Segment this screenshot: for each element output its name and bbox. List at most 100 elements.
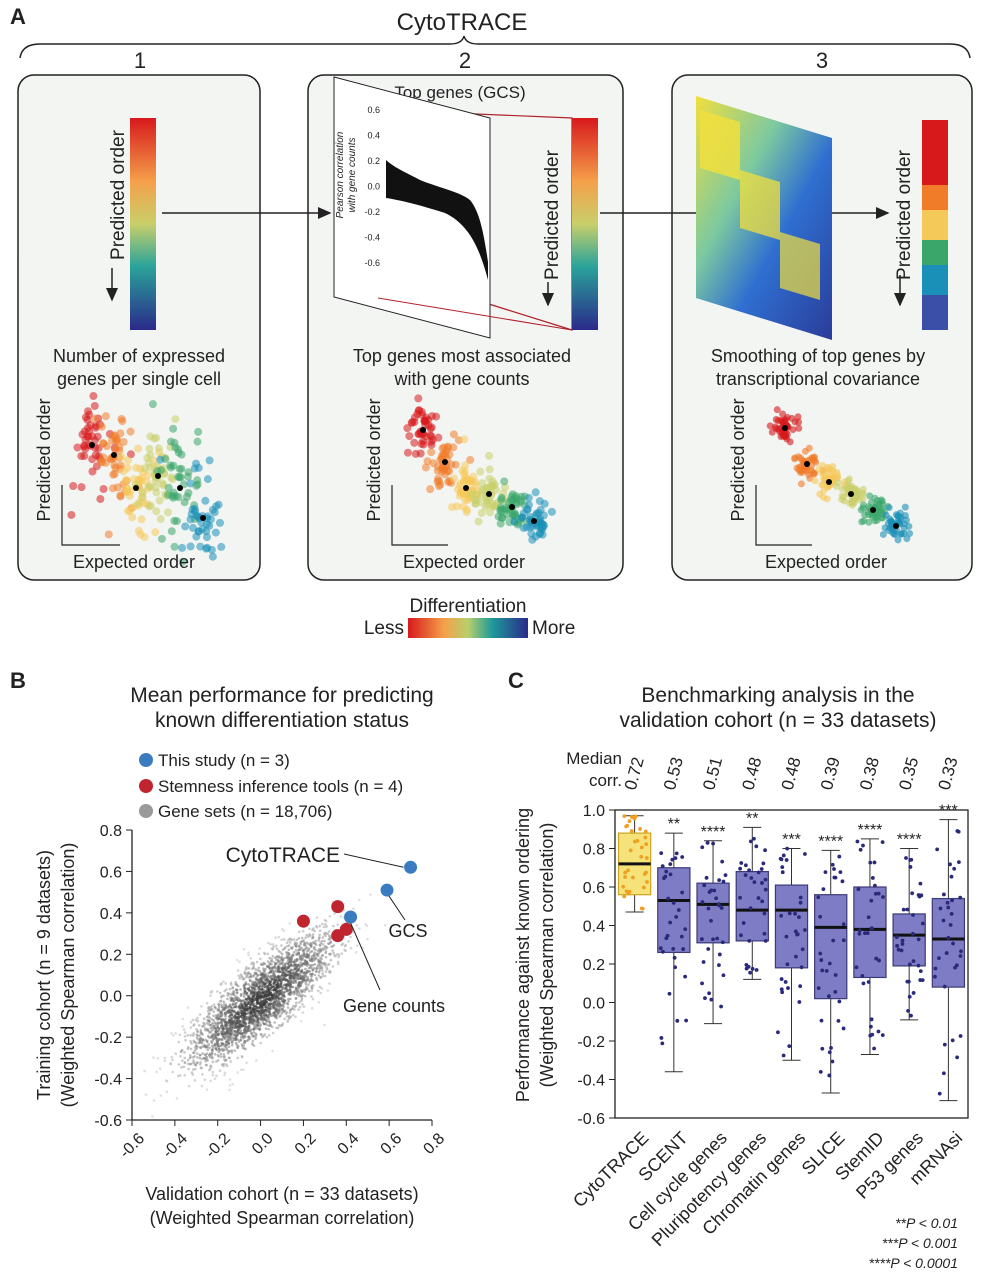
gene-set-point (220, 1032, 224, 1036)
gene-set-point (268, 980, 272, 984)
gene-set-point (212, 1014, 215, 1018)
gene-set-point (228, 987, 232, 991)
gene-set-point (211, 1021, 214, 1025)
cell-dot (148, 400, 157, 409)
dataset-point (748, 970, 753, 975)
dataset-point (818, 1069, 823, 1074)
gene-set-point (256, 1012, 260, 1015)
dataset-point (623, 875, 627, 879)
gene-set-point (163, 1059, 167, 1063)
cell-dot (795, 424, 803, 432)
dataset-point (881, 895, 885, 899)
dataset-point (752, 880, 757, 885)
gene-set-point (266, 941, 270, 945)
cluster-centroid (89, 442, 95, 448)
gene-set-point (263, 976, 267, 979)
dataset-point (717, 903, 722, 908)
cell-dot (791, 418, 799, 426)
gene-set-point (300, 997, 304, 1001)
dataset-point (836, 1019, 841, 1023)
gene-set-point (250, 997, 254, 1001)
cell-dot (169, 424, 178, 433)
cluster-centroid (200, 515, 206, 521)
footnote-p001: ***P < 0.001 (882, 1235, 958, 1251)
gene-set-point (310, 974, 313, 977)
gene-set-point (312, 958, 316, 962)
gene-set-point (244, 1012, 248, 1015)
dataset-point (919, 893, 924, 898)
gene-set-point (279, 951, 282, 954)
gene-set-point (223, 1073, 226, 1077)
gene-set-point (231, 992, 235, 995)
gene-set-point (279, 1007, 283, 1010)
gene-set-point (301, 962, 305, 966)
gene-set-point (203, 1017, 206, 1020)
gene-set-point (256, 1021, 260, 1024)
dataset-point (674, 851, 679, 856)
gene-set-point (209, 1040, 213, 1043)
gene-set-point (200, 1057, 204, 1061)
gene-set-point (244, 968, 248, 971)
dataset-point (830, 1059, 835, 1064)
gene-set-point (241, 1024, 245, 1028)
gene-set-point (299, 1019, 303, 1023)
pearson-tick-label: -0.4 (364, 233, 380, 243)
gene-set-point (297, 980, 301, 984)
this-study-point (404, 860, 418, 874)
gene-set-point (327, 962, 331, 966)
cell-dot (879, 500, 887, 508)
dataset-point (949, 911, 954, 916)
dataset-point (667, 991, 672, 996)
gene-set-point (239, 1068, 243, 1071)
dataset-point (876, 891, 881, 896)
cell-dot (163, 508, 172, 517)
gene-set-point (236, 1038, 239, 1041)
cell-dot (510, 510, 519, 519)
gene-set-point (230, 1041, 234, 1044)
cell-dot (101, 412, 110, 421)
cell-dot (450, 474, 459, 483)
gene-set-point (280, 979, 283, 983)
gene-set-point (310, 959, 314, 963)
gene-set-point (186, 1006, 190, 1009)
dataset-point (748, 906, 753, 911)
gene-set-point (227, 1015, 231, 1018)
gene-set-point (209, 1065, 213, 1068)
gene-set-point (328, 982, 331, 985)
gene-set-point (182, 1065, 186, 1069)
gene-set-point (235, 1034, 238, 1037)
gene-set-point (180, 1066, 183, 1069)
gene-set-point (239, 1029, 243, 1033)
gene-set-point (287, 952, 291, 955)
gene-set-point (332, 943, 336, 947)
gene-set-point (228, 1036, 231, 1040)
footnote-p01: **P < 0.01 (895, 1215, 958, 1231)
cell-dot (115, 443, 124, 452)
gene-set-point (343, 944, 347, 948)
gene-set-point (158, 1067, 162, 1070)
gene-set-point (190, 1071, 194, 1074)
dataset-point (703, 996, 707, 1001)
gene-set-point (274, 987, 277, 990)
cell-dot (859, 495, 867, 503)
gene-set-point (189, 1020, 193, 1024)
cell-dot (534, 521, 543, 530)
gene-set-point (308, 963, 311, 967)
gene-set-point (151, 1115, 154, 1118)
gene-set-point (268, 992, 272, 996)
gene-set-point (209, 1079, 212, 1083)
dataset-point (941, 918, 946, 923)
dataset-point (866, 915, 871, 920)
gene-set-point (195, 1033, 198, 1036)
gene-set-point (317, 947, 321, 951)
step-2-predicted-order: Predicted order (542, 149, 563, 280)
gene-set-point (286, 989, 289, 993)
dataset-point (709, 997, 714, 1002)
cell-dot (118, 417, 127, 426)
cell-dot (524, 493, 533, 502)
gene-set-point (224, 1017, 227, 1021)
gene-set-point (263, 1002, 267, 1006)
cell-dot (208, 552, 217, 561)
gene-set-point (220, 1030, 224, 1033)
gene-set-point (323, 974, 327, 978)
